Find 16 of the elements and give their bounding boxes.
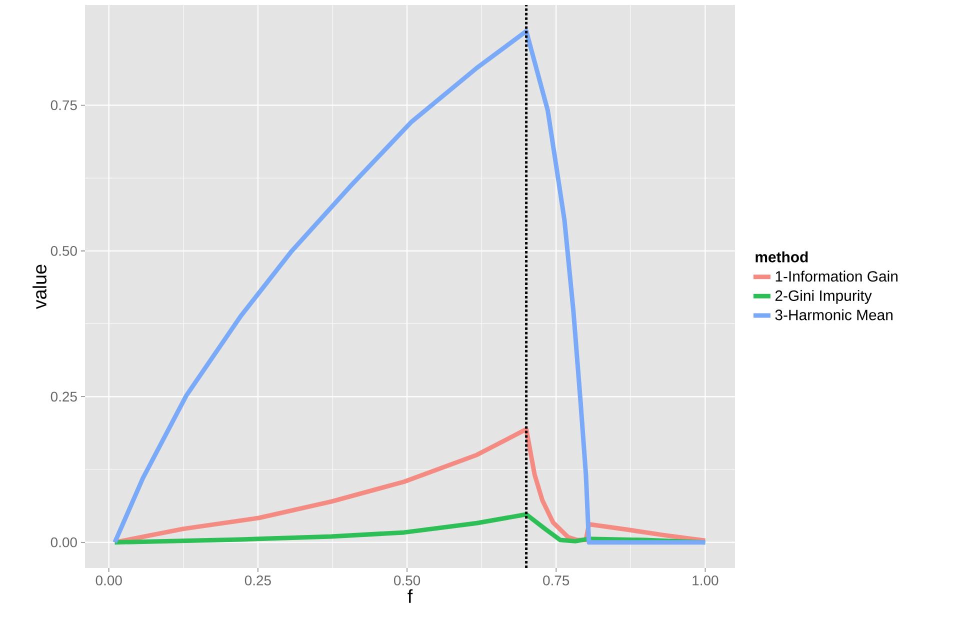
y-tick-label: 0.00 xyxy=(50,537,77,548)
y-axis-title: value xyxy=(32,264,46,310)
y-tick-label: 0.50 xyxy=(50,246,77,256)
y-tick-label: 0.25 xyxy=(50,392,77,402)
x-tick-label: 0.00 xyxy=(96,576,122,586)
legend-title: method xyxy=(756,251,808,262)
x-tick-label: 1.00 xyxy=(692,576,718,586)
y-tick-label: 0.75 xyxy=(50,100,77,110)
x-tick-label: 0.25 xyxy=(244,576,271,586)
legend-label: 3-Harmonic Mean xyxy=(775,309,892,320)
legend-label: 2-Gini Impurity xyxy=(775,290,872,304)
x-tick-label: 0.50 xyxy=(394,576,420,586)
legend-label: 1-Information Gain xyxy=(776,270,898,282)
x-axis-title: f xyxy=(408,589,413,603)
x-tick-label: 0.75 xyxy=(543,576,570,586)
line-series xyxy=(112,28,708,545)
